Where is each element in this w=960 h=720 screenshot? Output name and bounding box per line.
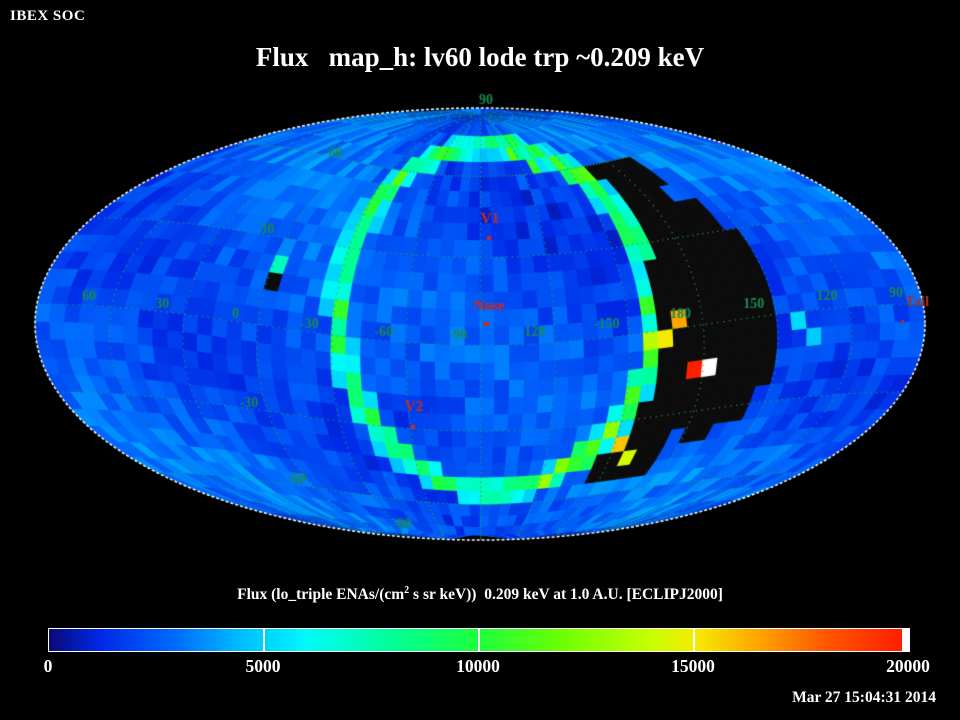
colorbar-caption: Flux (lo_triple ENAs/(cm2 s sr keV)) 0.2… xyxy=(0,585,960,604)
colorbar-ticks: 0 5000 10000 15000 20000 xyxy=(44,656,930,680)
colorbar-saturation-cap xyxy=(902,629,909,651)
colorbar-tick-label: 0 xyxy=(43,656,53,676)
colorbar-tick-label: 10000 xyxy=(456,656,500,676)
caption-text-left: Flux (lo_triple ENAs/(cm xyxy=(237,586,405,603)
caption-superscript: 2 xyxy=(404,585,410,596)
colorbar-separator xyxy=(478,629,480,651)
timestamp: Mar 27 15:04:31 2014 xyxy=(792,689,936,706)
caption-text-right: s sr keV)) 0.209 keV at 1.0 A.U. [ECLIPJ… xyxy=(409,586,723,603)
colorbar-tick-label: 5000 xyxy=(245,656,281,676)
colorbar-tick-label: 15000 xyxy=(671,656,715,676)
colorbar-separator xyxy=(693,629,695,651)
colorbar-separator xyxy=(263,629,265,651)
colorbar xyxy=(48,628,910,652)
colorbar-tick-label: 20000 xyxy=(886,656,930,676)
